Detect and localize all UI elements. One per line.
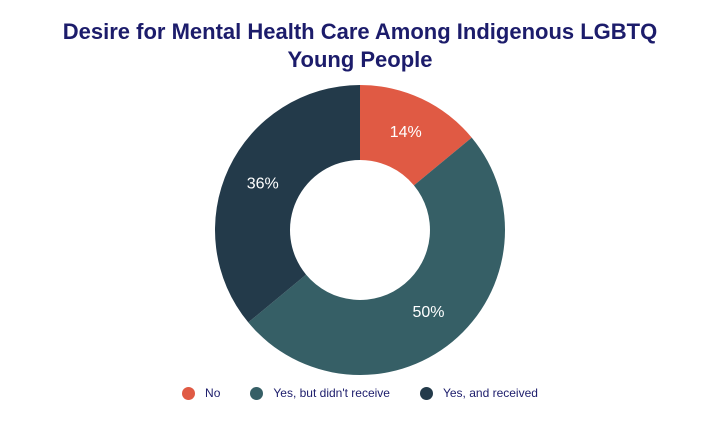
value-label: 50% <box>413 304 445 321</box>
legend-swatch <box>250 386 264 400</box>
legend-item: Yes, but didn't receive <box>250 386 390 400</box>
legend-swatch <box>419 386 433 400</box>
legend-label: No <box>205 386 221 400</box>
value-label: 14% <box>390 124 422 141</box>
slice <box>360 85 472 186</box>
legend: No Yes, but didn't receive Yes, and receiv… <box>0 386 720 400</box>
slice <box>248 137 505 375</box>
legend-swatch <box>182 386 196 400</box>
legend-item: No <box>182 386 220 400</box>
chart-title: Desire for Mental Health Care Among Indi… <box>62 19 658 72</box>
legend-label: Yes, and received <box>442 386 538 400</box>
legend-label: Yes, but didn't receive <box>273 386 390 400</box>
legend-item: Yes, and received <box>419 386 538 400</box>
value-label: 36% <box>247 175 279 192</box>
slice <box>214 85 360 323</box>
